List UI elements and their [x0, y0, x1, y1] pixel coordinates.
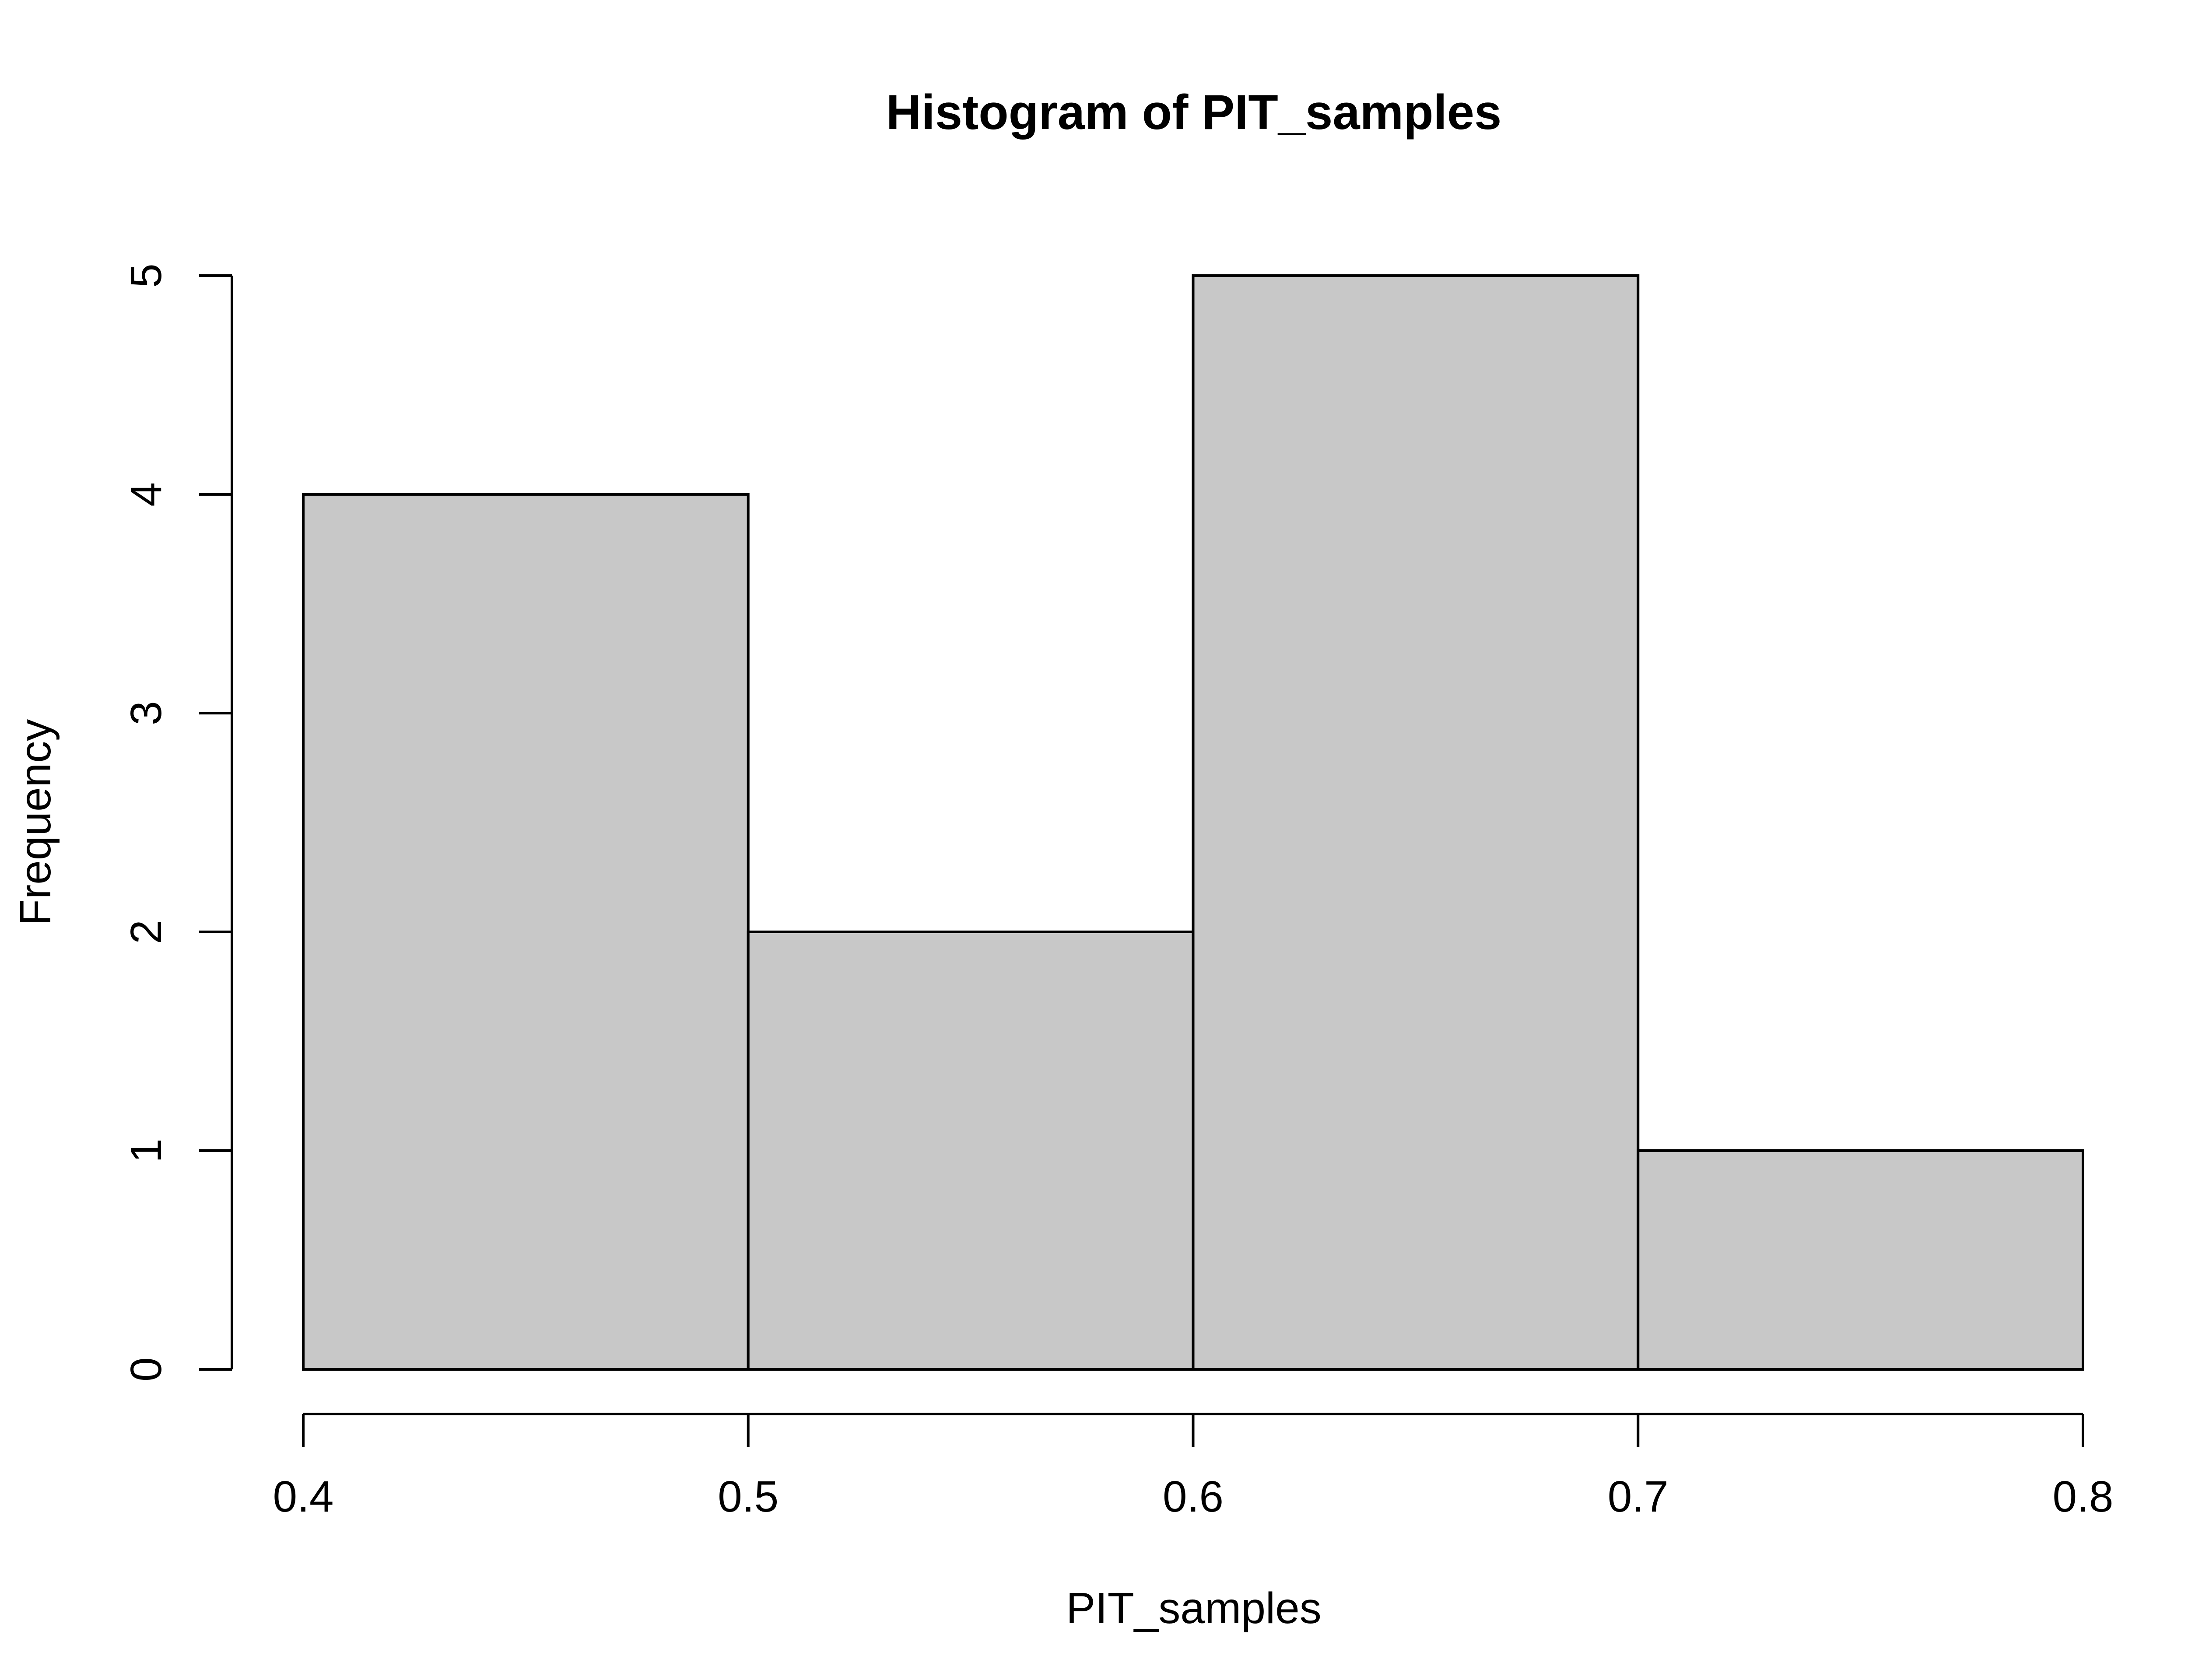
x-tick-label: 0.4 [273, 1472, 333, 1521]
histogram-bar-3 [1192, 274, 1640, 1371]
y-tick-label: 2 [122, 920, 171, 944]
y-tick-label: 5 [122, 263, 171, 288]
y-axis: 0 1 2 3 4 5 [122, 263, 233, 1382]
histogram-bar-2 [747, 931, 1195, 1371]
x-tick-label: 0.7 [1608, 1472, 1669, 1521]
histogram-bar-1 [302, 493, 750, 1371]
x-axis-label: PIT_samples [1066, 1584, 1322, 1633]
chart-title: Histogram of PIT_samples [886, 85, 1502, 140]
y-tick-label: 4 [122, 482, 171, 507]
x-axis: 0.4 0.5 0.6 0.7 0.8 [273, 1413, 2114, 1521]
x-tick-label: 0.5 [718, 1472, 778, 1521]
y-tick-label: 1 [122, 1138, 171, 1163]
y-tick-label: 3 [122, 701, 171, 725]
histogram-bar-4 [1637, 1149, 2084, 1371]
x-tick-label: 0.6 [1163, 1472, 1224, 1521]
histogram-bars [302, 274, 2084, 1371]
y-axis-label: Frequency [11, 719, 60, 926]
y-tick-label: 0 [122, 1357, 171, 1382]
x-tick-label: 0.8 [2052, 1472, 2113, 1521]
